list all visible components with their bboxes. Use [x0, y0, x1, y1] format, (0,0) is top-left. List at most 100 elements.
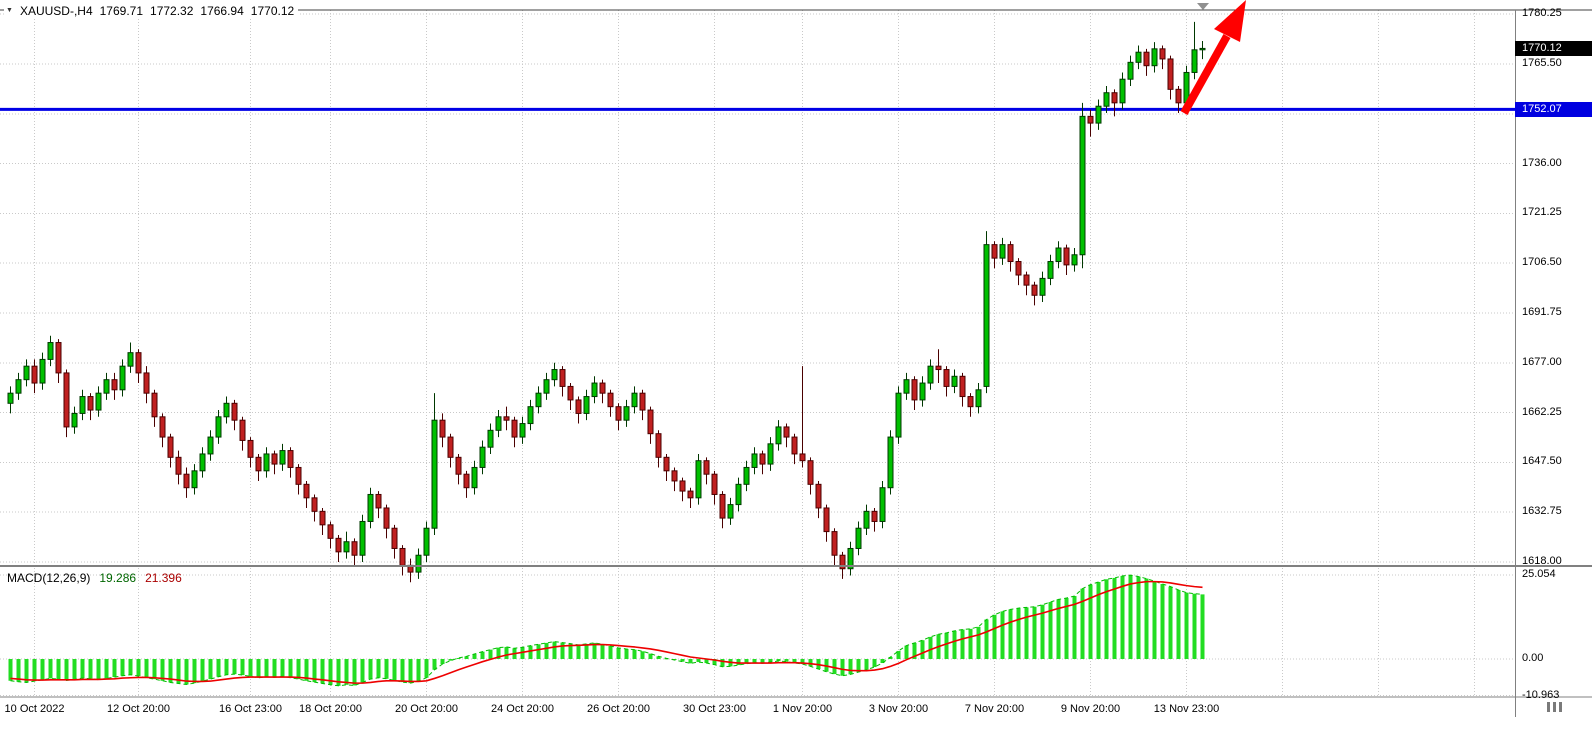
macd-histogram-bar	[688, 659, 693, 664]
candle-bull	[767, 443, 774, 465]
time-axis[interactable]: 10 Oct 2022 12 Oct 20:00 16 Oct 23:00 18 Oc…	[0, 700, 1515, 720]
macd-histogram-bar	[432, 659, 437, 670]
macd-main-line	[10, 574, 1203, 687]
resize-grip-icon[interactable]	[1545, 700, 1567, 714]
chart-shift-marker-icon[interactable]	[1197, 3, 1209, 10]
price-axis-label: 1662.25	[1522, 405, 1562, 418]
macd-histogram-bar	[632, 649, 637, 659]
candle-bear	[511, 419, 518, 438]
candle-bear	[327, 524, 334, 539]
candle-bull	[1103, 92, 1110, 107]
candle-bear	[1031, 284, 1038, 296]
macd-histogram-bar	[856, 659, 861, 673]
time-axis-label: 16 Oct 23:00	[219, 703, 282, 715]
candle-bear	[1063, 247, 1070, 266]
macd-histogram-bar	[960, 629, 965, 659]
price-axis-label: 1691.75	[1522, 305, 1562, 318]
macd-indicator-label: MACD(12,26,9) 19.286 21.396	[7, 571, 182, 585]
candle-bear	[671, 470, 678, 482]
ohlc-high: 1772.32	[150, 4, 194, 18]
candle-bull	[367, 493, 374, 522]
candle-bear	[247, 439, 254, 458]
candle-bull	[279, 450, 286, 465]
candle-bull	[975, 389, 982, 408]
macd-histogram-bar	[1136, 576, 1141, 659]
candle-bull	[343, 541, 350, 553]
macd-histogram-bar	[1088, 584, 1093, 659]
macd-histogram-bar	[216, 659, 221, 677]
candle-bull	[1039, 277, 1046, 296]
candle-bear	[439, 419, 446, 438]
candle-bull	[527, 406, 534, 425]
symbol-dropdown-icon[interactable]: ▼	[6, 7, 13, 14]
macd-histogram-bar	[8, 659, 13, 681]
macd-histogram-bar	[288, 659, 293, 678]
macd-histogram-bar	[208, 659, 213, 680]
macd-histogram-bar	[1160, 583, 1165, 659]
price-axis[interactable]: 1770.12 1752.07 1780.25 1765.50 1736.00 172…	[1515, 0, 1592, 720]
candle-bull	[431, 419, 438, 529]
macd-histogram-bar	[712, 659, 717, 665]
macd-histogram-bar	[1016, 608, 1021, 659]
macd-histogram-bar	[376, 659, 381, 678]
chart-header: ▼ XAUUSD-,H4 1769.71 1772.32 1766.94 177…	[4, 4, 299, 18]
trend-arrow-head[interactable]	[1214, 0, 1246, 42]
macd-histogram-bar	[656, 656, 661, 659]
macd-histogram-bar	[264, 659, 269, 677]
time-axis-label: 7 Nov 20:00	[964, 703, 1025, 715]
macd-histogram-bar	[320, 659, 325, 684]
candle-bear	[1167, 58, 1174, 90]
candle-bull	[583, 396, 590, 414]
macd-histogram-bar	[1128, 575, 1133, 659]
macd-histogram-bar	[616, 647, 621, 659]
macd-histogram-bar	[424, 659, 429, 678]
candle-bear	[319, 510, 326, 526]
candle-bull	[23, 365, 30, 381]
macd-histogram-bar	[296, 659, 301, 680]
candle-bear	[391, 527, 398, 549]
candle-bull	[543, 379, 550, 394]
candle-bull	[751, 453, 758, 468]
macd-histogram-bar	[872, 659, 877, 668]
symbol-period-label: XAUUSD-,H4	[19, 4, 93, 18]
candle-bear	[31, 365, 38, 384]
macd-histogram-bar	[136, 659, 141, 677]
time-axis-label: 12 Oct 20:00	[107, 703, 170, 715]
candle-bull	[191, 470, 198, 489]
macd-histogram-bar	[192, 659, 197, 684]
macd-histogram-bar	[408, 659, 413, 684]
macd-histogram-bar	[1080, 588, 1085, 659]
macd-signal-line	[10, 580, 1203, 684]
candle-bear	[991, 244, 998, 259]
macd-histogram-bar	[784, 659, 789, 662]
macd-histogram-bar	[984, 619, 989, 659]
macd-histogram-bar	[464, 656, 469, 659]
macd-histogram-bar	[568, 643, 573, 659]
candle-bull	[207, 436, 214, 455]
candle-bull	[847, 547, 854, 570]
time-axis-label: 24 Oct 20:00	[491, 703, 554, 715]
macd-histogram-bar	[1168, 586, 1173, 659]
macd-histogram-bar	[696, 659, 701, 663]
macd-histogram-bar	[912, 642, 917, 659]
candle-bull	[519, 423, 526, 438]
time-axis-label: 9 Nov 20:00	[1060, 703, 1121, 715]
trend-arrow-shaft[interactable]	[1180, 34, 1231, 115]
candle-bear	[295, 466, 302, 485]
candle-bull	[423, 527, 430, 556]
macd-histogram-bar	[888, 656, 893, 659]
macd-histogram-bar	[64, 659, 69, 681]
macd-histogram-bar	[744, 659, 749, 664]
macd-histogram-bar	[952, 630, 957, 659]
macd-histogram-bar	[224, 659, 229, 675]
macd-histogram-bar	[760, 659, 765, 664]
macd-histogram-bar	[128, 659, 133, 675]
candle-bear	[151, 392, 158, 418]
candle-bull	[415, 554, 422, 573]
candle-bull	[15, 379, 22, 394]
macd-histogram-bar	[96, 659, 101, 680]
candle-bear	[503, 416, 510, 421]
macd-histogram-bar	[256, 659, 261, 678]
